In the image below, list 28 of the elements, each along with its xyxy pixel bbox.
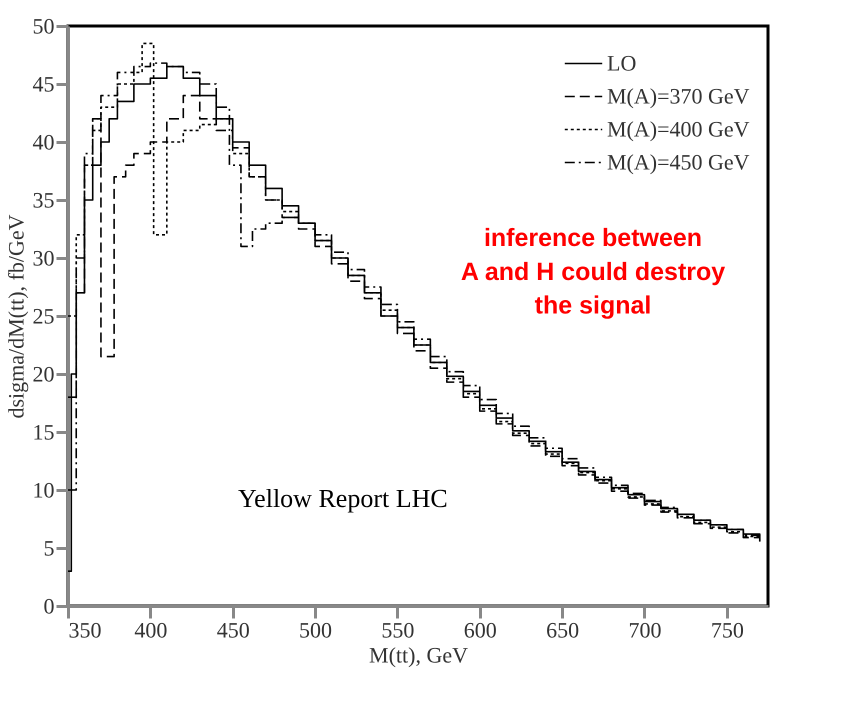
x-tick-label: 650 xyxy=(546,618,580,642)
x-tick-label: 500 xyxy=(299,618,332,642)
y-tick-label: 15 xyxy=(32,420,54,444)
annotation: Yellow Report LHC xyxy=(238,484,448,513)
y-tick-label: 5 xyxy=(44,536,54,560)
x-tick-label: 700 xyxy=(628,618,662,642)
y-tick-label: 10 xyxy=(32,478,54,502)
x-tick-label: 450 xyxy=(216,618,250,642)
x-tick-label: 750 xyxy=(710,618,744,642)
y-tick-label: 50 xyxy=(32,14,54,38)
legend-label: M(A)=400 GeV xyxy=(607,116,750,142)
y-tick-label: 40 xyxy=(32,130,54,154)
legend-label: M(A)=450 GeV xyxy=(607,150,750,174)
x-tick-label: 350 xyxy=(68,618,102,642)
legend-label: LO xyxy=(607,50,636,76)
x-tick-label: 600 xyxy=(464,618,497,642)
y-tick-label: 35 xyxy=(32,188,54,212)
y-tick-label: 45 xyxy=(32,72,54,96)
annotation: inference between A and H could destroy the signal xyxy=(460,224,726,320)
legend-label: M(A)=370 GeV xyxy=(607,84,750,108)
x-axis-title: M(tt), GeV xyxy=(369,642,468,668)
y-axis-title: dsigma/dM(tt), fb/GeV xyxy=(4,214,28,419)
y-tick-label: 0 xyxy=(44,594,54,618)
y-tick-label: 25 xyxy=(32,304,54,328)
x-tick-label: 550 xyxy=(381,618,414,642)
y-tick-label: 20 xyxy=(32,362,54,386)
y-tick-label: 30 xyxy=(32,246,54,270)
x-tick-label: 400 xyxy=(134,618,168,642)
